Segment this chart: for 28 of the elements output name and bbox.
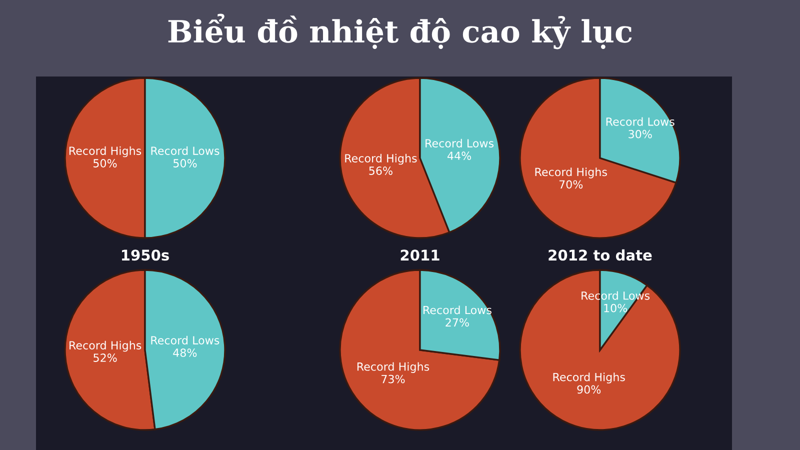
slice-label: Record Highs xyxy=(553,372,625,384)
data-label: 27% xyxy=(446,318,469,327)
chart-title: 2012 to date xyxy=(548,249,652,261)
pie-slice xyxy=(519,269,681,431)
slice-label: Record Lows xyxy=(426,138,494,148)
slice-label: Record Lows xyxy=(151,336,220,344)
pie-slice xyxy=(519,77,677,239)
slice-label: Record Lows xyxy=(151,146,220,156)
slice-label: Record Highs xyxy=(70,340,142,352)
pie-slice xyxy=(339,269,500,431)
slice-label: Record Highs xyxy=(69,146,142,158)
data-label: 56% xyxy=(369,166,392,175)
slice-label: Record Highs xyxy=(345,154,417,165)
data-label: 10% xyxy=(604,304,628,312)
slice-label: Record Highs xyxy=(535,168,607,178)
data-label: 30% xyxy=(628,130,652,138)
text: Biểu đồ nhiệt độ cao kỷ lục xyxy=(168,14,632,50)
data-label: 73% xyxy=(382,374,405,384)
data-label: 70% xyxy=(559,180,583,189)
data-label: 48% xyxy=(173,348,197,357)
data-label: 44% xyxy=(447,152,472,160)
data-label: 50% xyxy=(174,159,197,168)
chart-title: 2011 xyxy=(400,250,440,261)
slice-label: Record Highs xyxy=(357,362,430,373)
data-label: 50% xyxy=(94,159,117,168)
data-label: 52% xyxy=(94,354,117,362)
chart-title: 1950s xyxy=(122,250,169,261)
data-label: 90% xyxy=(577,385,601,394)
